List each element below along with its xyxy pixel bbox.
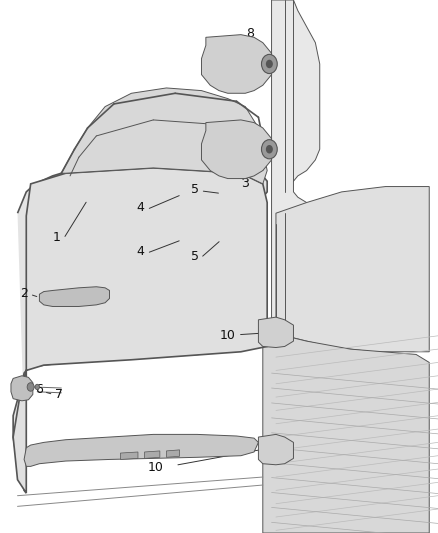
Circle shape xyxy=(261,54,277,74)
Text: 9: 9 xyxy=(13,377,21,390)
Circle shape xyxy=(27,383,34,391)
Text: 1: 1 xyxy=(53,231,61,244)
Circle shape xyxy=(244,58,250,65)
Circle shape xyxy=(261,140,277,159)
Text: 4: 4 xyxy=(136,201,144,214)
Polygon shape xyxy=(166,450,180,457)
Circle shape xyxy=(242,54,253,68)
Circle shape xyxy=(218,144,224,152)
Circle shape xyxy=(263,442,274,456)
Text: 5: 5 xyxy=(191,251,199,263)
Polygon shape xyxy=(258,434,293,465)
Circle shape xyxy=(35,384,39,390)
Polygon shape xyxy=(276,187,429,352)
Circle shape xyxy=(218,58,224,65)
Circle shape xyxy=(242,141,253,155)
Polygon shape xyxy=(61,88,267,184)
Polygon shape xyxy=(258,317,293,348)
Circle shape xyxy=(266,145,273,154)
Text: 2: 2 xyxy=(20,287,28,300)
Polygon shape xyxy=(24,434,258,466)
Text: 8: 8 xyxy=(246,27,254,39)
Text: 6: 6 xyxy=(35,383,43,395)
Polygon shape xyxy=(201,120,272,179)
Circle shape xyxy=(266,60,273,68)
Text: 3: 3 xyxy=(241,177,249,190)
Polygon shape xyxy=(13,165,267,493)
Circle shape xyxy=(244,144,250,152)
Text: 10: 10 xyxy=(148,461,163,474)
Polygon shape xyxy=(201,35,272,93)
Text: 5: 5 xyxy=(191,183,199,196)
Polygon shape xyxy=(13,168,267,493)
Circle shape xyxy=(265,446,271,453)
Circle shape xyxy=(215,141,227,155)
Polygon shape xyxy=(11,376,33,401)
Circle shape xyxy=(265,329,271,337)
Polygon shape xyxy=(145,451,160,458)
Text: 4: 4 xyxy=(136,245,144,258)
Circle shape xyxy=(215,54,227,68)
Polygon shape xyxy=(263,330,429,533)
Circle shape xyxy=(263,326,274,340)
Text: 7: 7 xyxy=(55,388,63,401)
Polygon shape xyxy=(272,0,324,341)
Polygon shape xyxy=(39,287,110,306)
Text: 10: 10 xyxy=(220,329,236,342)
Polygon shape xyxy=(120,452,138,459)
